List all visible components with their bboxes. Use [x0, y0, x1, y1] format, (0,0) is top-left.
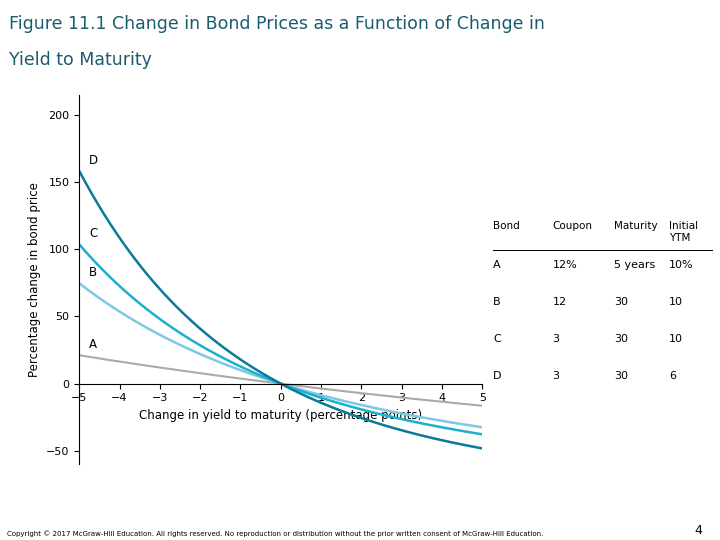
Text: Initial
YTM: Initial YTM: [669, 221, 698, 243]
Text: Coupon: Coupon: [552, 221, 593, 231]
Text: B: B: [493, 296, 501, 307]
Text: 12: 12: [552, 296, 567, 307]
Text: 6: 6: [669, 371, 676, 381]
Text: C: C: [89, 227, 97, 240]
Text: 12%: 12%: [552, 260, 577, 269]
Text: 4: 4: [694, 524, 702, 537]
Text: 30: 30: [614, 296, 628, 307]
Text: 3: 3: [552, 334, 559, 344]
Text: D: D: [493, 371, 502, 381]
Text: 5 years: 5 years: [614, 260, 655, 269]
Text: 10: 10: [669, 296, 683, 307]
Text: B: B: [89, 266, 97, 279]
Text: Maturity: Maturity: [614, 221, 657, 231]
Text: D: D: [89, 154, 99, 167]
X-axis label: Change in yield to maturity (percentage points): Change in yield to maturity (percentage …: [139, 409, 423, 422]
Text: A: A: [493, 260, 501, 269]
Text: 30: 30: [614, 334, 628, 344]
Text: 10: 10: [669, 334, 683, 344]
Text: A: A: [89, 338, 97, 351]
Text: Copyright © 2017 McGraw-Hill Education. All rights reserved. No reproduction or : Copyright © 2017 McGraw-Hill Education. …: [7, 531, 544, 537]
Text: 3: 3: [552, 371, 559, 381]
Text: 30: 30: [614, 371, 628, 381]
Text: Figure 11.1 Change in Bond Prices as a Function of Change in: Figure 11.1 Change in Bond Prices as a F…: [9, 15, 544, 33]
Text: 10%: 10%: [669, 260, 693, 269]
Text: Bond: Bond: [493, 221, 520, 231]
Text: C: C: [493, 334, 501, 344]
Y-axis label: Percentage change in bond price: Percentage change in bond price: [27, 182, 40, 377]
Text: Yield to Maturity: Yield to Maturity: [9, 51, 151, 70]
